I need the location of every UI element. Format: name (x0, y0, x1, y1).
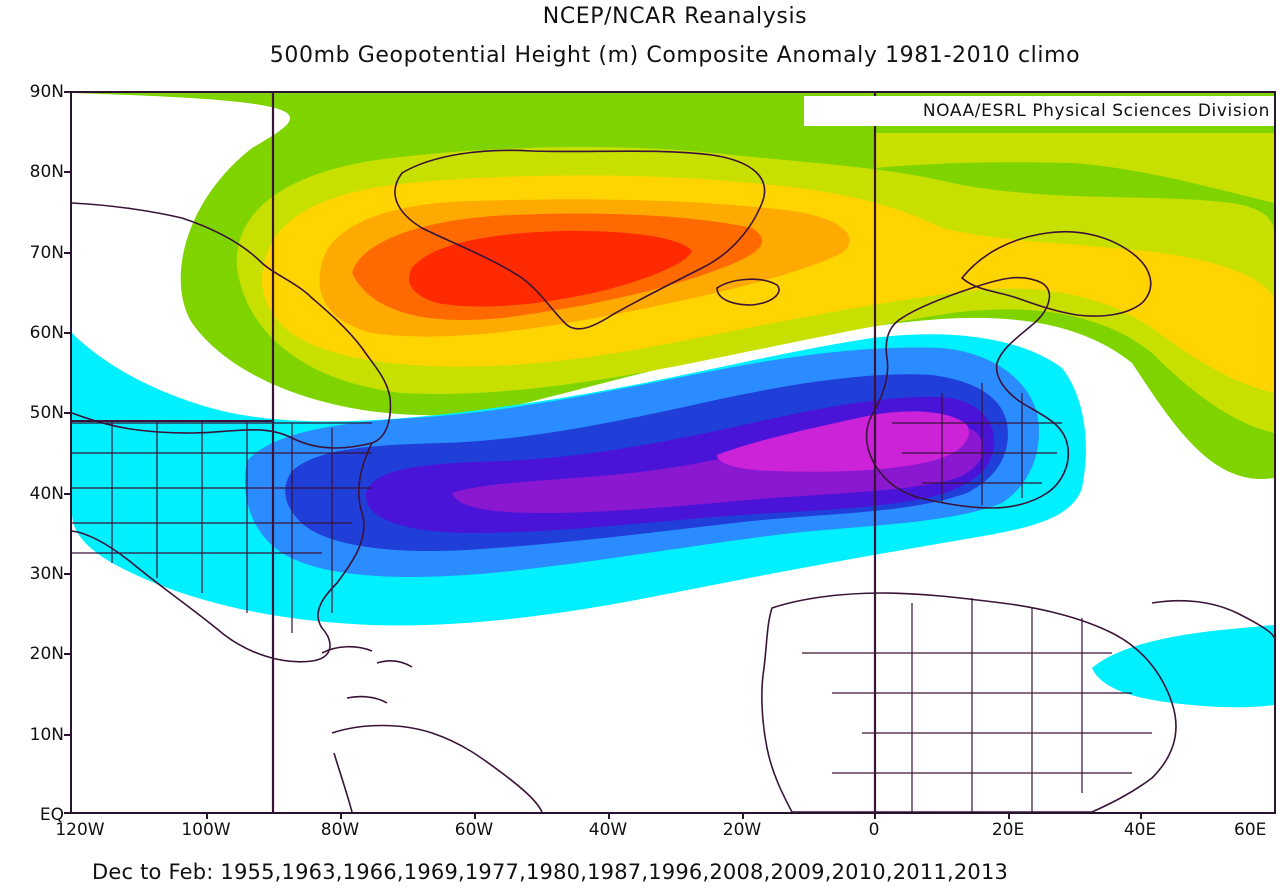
map-canvas (72, 93, 1274, 812)
caribbean-islands (321, 645, 413, 704)
lat-label-eq: EQ (39, 805, 64, 825)
chart-subtitle: 500mb Geopotential Height (m) Composite … (269, 43, 1081, 68)
lat-label-90n: 90N (29, 82, 64, 102)
lat-tick (64, 171, 71, 173)
scandinavia-coast (960, 230, 1152, 317)
lat-tick (64, 252, 71, 254)
lon-label-40w: 40W (588, 820, 628, 840)
lat-tick (64, 734, 71, 736)
lon-tick (874, 813, 876, 819)
lon-label-40e: 40E (1123, 820, 1157, 840)
lat-label-20n: 20N (29, 644, 64, 664)
lon-tick (474, 813, 476, 819)
lon-tick (608, 813, 610, 819)
anomaly-map: NOAA/ESRL Physical Sciences Division (70, 91, 1276, 814)
europe-coast (865, 276, 1069, 509)
composite-years-caption: Dec to Feb: 1955,1963,1966,1969,1977,198… (92, 860, 1009, 884)
lon-label-60e: 60E (1234, 822, 1267, 839)
lon-label-100w: 100W (181, 820, 231, 840)
lon-label-0: 0 (868, 820, 880, 840)
greenland-coast (394, 149, 766, 330)
lat-label-80n: 80N (29, 162, 64, 182)
lat-tick (64, 493, 71, 495)
lon-tick (742, 813, 744, 819)
lon-label-120w: 120W (55, 820, 105, 840)
lat-label-30n: 30N (29, 564, 64, 584)
lon-label-20w: 20W (722, 820, 762, 840)
lat-tick (64, 332, 71, 334)
negative-anomaly-core (717, 411, 969, 472)
lat-label-50n: 50N (29, 403, 64, 423)
lon-tick (1008, 813, 1010, 819)
lon-tick (1140, 813, 1142, 819)
arabia-coast (1151, 599, 1274, 639)
lon-label-20e: 20E (991, 820, 1025, 840)
lon-label-60w: 60W (454, 820, 494, 840)
political-borders (72, 383, 1152, 812)
chart-title: NCEP/NCAR Reanalysis (542, 4, 808, 29)
africa-borders (802, 598, 1152, 812)
lat-tick (64, 573, 71, 575)
us-state-grid (72, 421, 372, 633)
south-america-coast (331, 724, 543, 812)
lat-tick (64, 412, 71, 414)
lat-label-70n: 70N (29, 243, 64, 263)
lat-tick (64, 91, 71, 93)
europe-borders (892, 383, 1062, 505)
positive-anomaly-band-3 (874, 133, 1274, 203)
lon-tick (206, 813, 208, 819)
lat-label-10n: 10N (29, 725, 64, 745)
credit-label: NOAA/ESRL Physical Sciences Division (804, 96, 1274, 126)
lat-tick (64, 653, 71, 655)
lat-tick (64, 812, 71, 814)
lat-label-40n: 40N (29, 484, 64, 504)
africa-coast (761, 592, 1177, 812)
negative-anomaly-secondary (1092, 625, 1274, 708)
iceland-coast (716, 278, 780, 306)
lat-label-60n: 60N (29, 323, 64, 343)
positive-anomaly-core (409, 230, 692, 307)
coastlines (72, 149, 1274, 812)
lon-label-80w: 80W (320, 820, 360, 840)
lon-tick (340, 813, 342, 819)
north-america-coast (72, 202, 392, 663)
